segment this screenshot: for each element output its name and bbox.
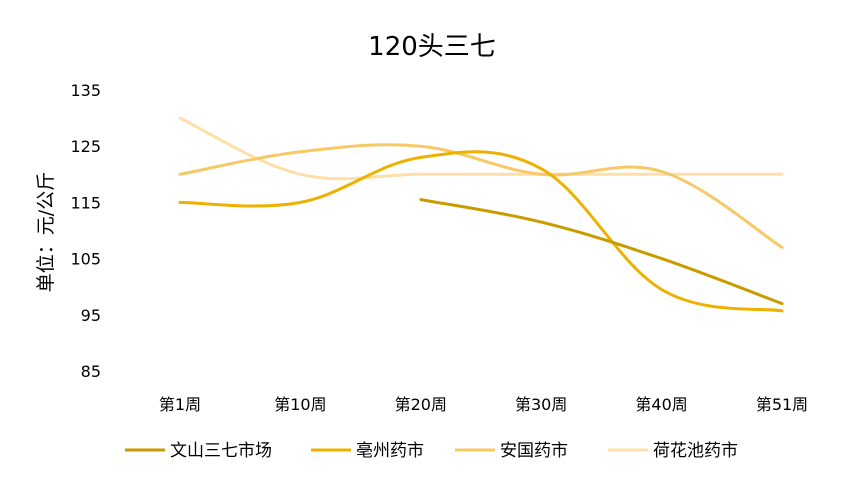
x-tick-label: 第51周 bbox=[756, 395, 808, 414]
legend-item: 安国药市 bbox=[455, 441, 568, 461]
series-line-3 bbox=[178, 143, 784, 249]
y-tick-label: 105 bbox=[70, 250, 101, 269]
x-tick-label: 第1周 bbox=[159, 395, 201, 414]
y-tick-label: 115 bbox=[70, 193, 101, 212]
legend: 文山三七市场 亳州药市 安国药市 荷花池药市 bbox=[125, 441, 738, 461]
y-tick-label: 125 bbox=[70, 137, 101, 156]
legend-label: 文山三七市场 bbox=[170, 441, 272, 461]
series-line-4 bbox=[178, 116, 784, 181]
legend-item: 荷花池药市 bbox=[608, 441, 738, 461]
series-line-1 bbox=[419, 198, 784, 306]
y-axis-label: 单位：元/公斤 bbox=[35, 172, 57, 292]
x-tick-label: 第10周 bbox=[274, 395, 326, 414]
legend-item: 文山三七市场 bbox=[125, 441, 272, 461]
x-tick-label: 第20周 bbox=[395, 395, 447, 414]
y-axis-ticks: 135 125 115 105 95 85 bbox=[70, 81, 101, 381]
series-lines bbox=[178, 116, 784, 313]
y-tick-label: 135 bbox=[70, 81, 101, 100]
legend-label: 安国药市 bbox=[500, 441, 568, 461]
chart-title: 120头三七 bbox=[368, 32, 496, 62]
x-tick-label: 第30周 bbox=[515, 395, 567, 414]
y-tick-label: 95 bbox=[81, 306, 101, 325]
y-tick-label: 85 bbox=[81, 362, 101, 381]
legend-label: 荷花池药市 bbox=[653, 441, 738, 461]
x-axis-ticks: 第1周 第10周 第20周 第30周 第40周 第51周 bbox=[159, 395, 808, 414]
legend-label: 亳州药市 bbox=[356, 441, 424, 461]
series-line-2 bbox=[178, 150, 784, 313]
x-tick-label: 第40周 bbox=[635, 395, 687, 414]
legend-item: 亳州药市 bbox=[311, 441, 424, 461]
